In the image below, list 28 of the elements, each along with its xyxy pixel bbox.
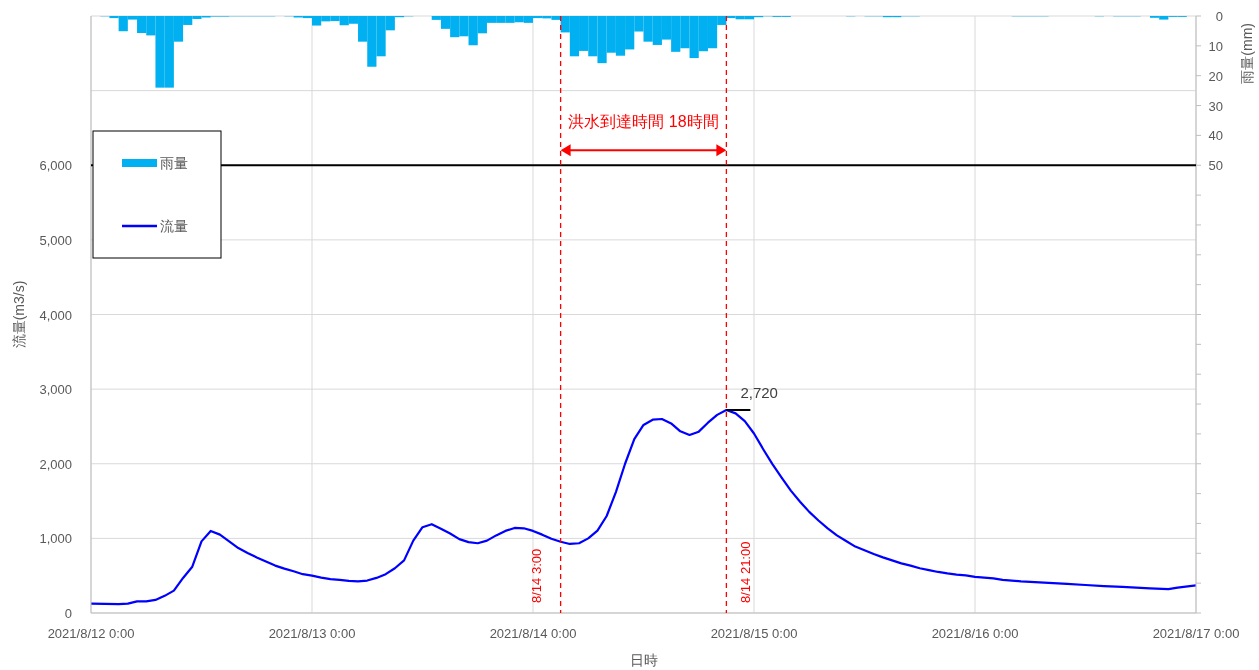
y2-tick-label: 0	[1215, 9, 1223, 24]
annotation: 洪水到達時間 18時間	[568, 113, 719, 131]
x-tick-label: 2021/8/12 0:00	[47, 626, 135, 641]
x-tick-label: 2021/8/17 0:00	[1152, 626, 1240, 641]
y-tick-label: 1,000	[39, 531, 72, 547]
x-tick-label: 2021/8/13 0:00	[268, 626, 356, 641]
legend-label: 雨量	[160, 155, 188, 171]
y-tick-label: 3,000	[39, 382, 72, 398]
legend-label: 流量	[160, 218, 188, 234]
y2-tick-label: 20	[1208, 68, 1223, 84]
y-tick-label: 5,000	[39, 232, 72, 248]
ref-line-label: 8/14 3:00	[528, 548, 544, 603]
annotation: 2,720	[740, 384, 778, 402]
y-tick-label: 4,000	[39, 307, 72, 323]
y2-tick-label: 10	[1208, 38, 1223, 54]
y2-tick-label: 50	[1208, 158, 1223, 174]
x-tick-label: 2021/8/15 0:00	[710, 626, 798, 641]
y-tick-label: 6,000	[39, 158, 72, 174]
x-tick-label: 2021/8/14 0:00	[489, 626, 577, 641]
y-tick-label: 0	[64, 606, 72, 621]
x-tick-label: 2021/8/16 0:00	[931, 626, 1019, 641]
y2-tick-label: 40	[1208, 128, 1223, 144]
y-axis-title: 流量(m3/s)	[11, 280, 27, 349]
y2-axis-title: 雨量(mm)	[1239, 22, 1255, 84]
y2-tick-label: 30	[1208, 98, 1223, 114]
x-axis-title: 日時	[629, 652, 658, 668]
y-tick-label: 2,000	[39, 456, 72, 472]
ref-line-label: 8/14 21:00	[738, 541, 754, 603]
